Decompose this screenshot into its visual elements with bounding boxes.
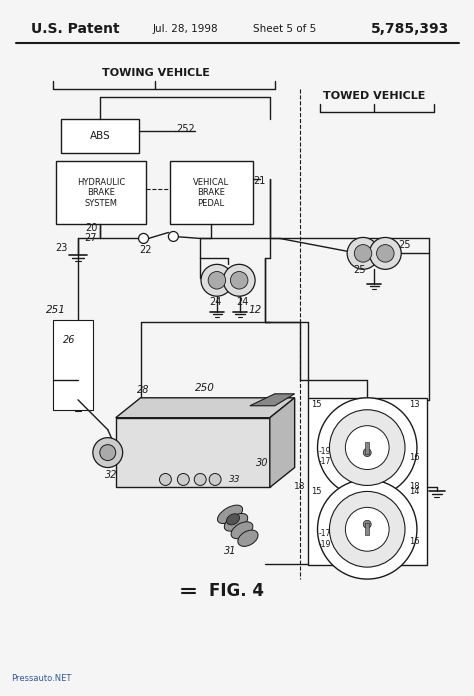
Polygon shape [116,418,270,487]
Text: FIG. 4: FIG. 4 [210,582,264,600]
Circle shape [354,244,372,262]
Circle shape [208,271,226,289]
Text: ABS: ABS [90,131,110,141]
Text: TOWED VEHICLE: TOWED VEHICLE [323,91,425,101]
Circle shape [363,521,371,528]
Circle shape [100,445,116,461]
Circle shape [168,232,178,242]
Ellipse shape [238,530,258,546]
Text: 13: 13 [409,400,419,409]
Circle shape [318,398,417,498]
Text: 16: 16 [409,453,419,462]
Polygon shape [250,394,295,406]
Circle shape [223,264,255,296]
Text: 32: 32 [104,470,117,480]
Ellipse shape [231,522,253,539]
Circle shape [347,237,379,269]
Text: Sheet 5 of 5: Sheet 5 of 5 [253,24,316,34]
Text: 16: 16 [409,537,419,546]
Polygon shape [270,398,295,487]
Text: 23: 23 [55,244,67,253]
Ellipse shape [218,505,243,523]
Circle shape [346,426,389,470]
Bar [53,320,93,410]
Circle shape [346,507,389,551]
Text: Pressauto.NET: Pressauto.NET [11,674,72,683]
Text: 14: 14 [409,487,419,496]
Text: -19: -19 [319,539,331,548]
Text: 12: 12 [248,305,262,315]
Text: -17: -17 [319,529,331,538]
Circle shape [369,237,401,269]
Text: 27: 27 [85,233,97,244]
Circle shape [194,473,206,485]
Text: 24: 24 [236,297,248,307]
Bar [61,119,138,153]
Text: 28: 28 [137,385,150,395]
Text: VEHICAL
BRAKE
PEDAL: VEHICAL BRAKE PEDAL [193,177,229,207]
Bar [365,523,369,535]
Text: 21: 21 [254,175,266,186]
Bar [56,161,146,225]
Text: 24: 24 [209,297,221,307]
Ellipse shape [224,514,248,531]
Text: 15: 15 [311,487,322,496]
Bar [170,161,253,225]
Text: 252: 252 [176,124,195,134]
Text: U.S. Patent: U.S. Patent [31,22,120,36]
Text: 33: 33 [229,475,241,484]
Circle shape [177,473,189,485]
Ellipse shape [227,514,239,525]
Polygon shape [116,398,295,418]
Text: 25: 25 [398,240,410,251]
Text: 251: 251 [46,305,66,315]
Circle shape [329,410,405,485]
Text: 18: 18 [294,482,305,491]
Text: 31: 31 [224,546,237,556]
Text: 25: 25 [353,265,365,276]
Text: HYDRAULIC
BRAKE
SYSTEM: HYDRAULIC BRAKE SYSTEM [77,177,125,207]
Circle shape [363,449,371,457]
Circle shape [159,473,172,485]
Text: TOWING VEHICLE: TOWING VEHICLE [101,68,210,78]
Circle shape [318,480,417,579]
Text: Jul. 28, 1998: Jul. 28, 1998 [153,24,218,34]
Circle shape [209,473,221,485]
Bar [308,398,427,565]
Text: -17: -17 [319,457,331,466]
Text: 5,785,393: 5,785,393 [371,22,449,36]
Text: 26: 26 [63,335,75,345]
Text: 22: 22 [139,246,152,255]
Circle shape [138,233,148,244]
Circle shape [201,264,233,296]
Circle shape [230,271,248,289]
Text: 15: 15 [311,400,322,409]
Circle shape [376,244,394,262]
Bar [365,442,369,454]
Text: -19: -19 [319,447,331,456]
Text: 20: 20 [85,223,97,233]
Text: 30: 30 [255,457,268,468]
Circle shape [329,491,405,567]
Circle shape [93,438,123,468]
Text: 18: 18 [409,482,419,491]
Text: 250: 250 [195,383,215,393]
